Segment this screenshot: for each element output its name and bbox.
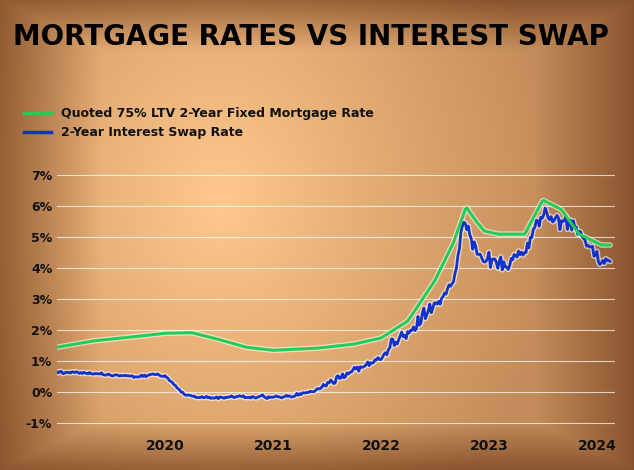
Legend: Quoted 75% LTV 2-Year Fixed Mortgage Rate, 2-Year Interest Swap Rate: Quoted 75% LTV 2-Year Fixed Mortgage Rat… <box>19 102 379 144</box>
Text: MORTGAGE RATES VS INTEREST SWAP: MORTGAGE RATES VS INTEREST SWAP <box>13 23 609 51</box>
